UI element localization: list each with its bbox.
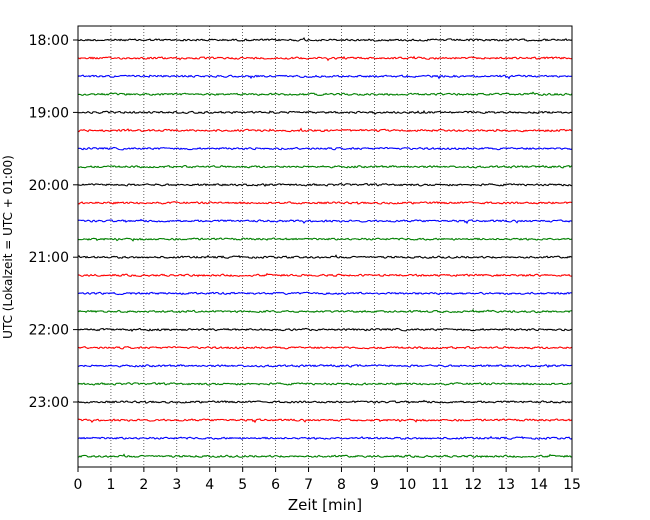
seismic-trace xyxy=(77,218,573,225)
seismic-trace xyxy=(77,37,573,42)
x-tick-label: 13 xyxy=(497,477,515,493)
y-axis-label: UTC (Lokalzeit = UTC + 01:00) xyxy=(1,155,15,339)
x-tick-label: 3 xyxy=(172,477,181,493)
y-tick-label: 19:00 xyxy=(29,105,69,121)
seismic-trace xyxy=(77,272,573,278)
x-axis-label: Zeit [min] xyxy=(288,496,362,514)
y-tick-label: 18:00 xyxy=(29,33,69,49)
x-tick-label: 0 xyxy=(74,477,83,493)
x-tick-label: 8 xyxy=(337,477,346,493)
x-tick-label: 2 xyxy=(139,477,148,493)
seismic-trace xyxy=(77,146,573,151)
x-tick-label: 15 xyxy=(563,477,581,493)
seismic-trace xyxy=(77,399,573,404)
y-tick-label: 20:00 xyxy=(29,178,69,194)
seismic-trace xyxy=(77,127,573,133)
seismic-trace xyxy=(77,418,573,424)
y-tick-label: 23:00 xyxy=(29,395,69,411)
seismic-trace xyxy=(77,345,573,350)
y-tick-label: 22:00 xyxy=(29,323,69,339)
seismic-trace xyxy=(77,109,573,115)
seismic-trace xyxy=(77,435,573,440)
x-tick-label: 14 xyxy=(530,477,548,493)
seismic-trace xyxy=(77,237,573,242)
seismic-trace xyxy=(77,74,573,80)
seismic-traces xyxy=(77,37,573,459)
seismic-trace xyxy=(77,291,573,296)
seismic-trace xyxy=(77,364,573,369)
plot-frame xyxy=(77,25,573,468)
seismic-trace xyxy=(77,327,573,333)
y-tick-label: 21:00 xyxy=(29,250,69,266)
x-tick-label: 6 xyxy=(271,477,280,493)
x-tick-label: 1 xyxy=(106,477,115,493)
seismic-trace xyxy=(77,201,573,205)
seismic-trace xyxy=(77,382,573,386)
seismic-trace xyxy=(77,254,573,259)
x-tick-label: 5 xyxy=(238,477,247,493)
x-tick-label: 10 xyxy=(398,477,416,493)
x-tick-label: 9 xyxy=(370,477,379,493)
x-tick-label: 11 xyxy=(431,477,449,493)
x-tick-label: 7 xyxy=(304,477,313,493)
seismic-trace xyxy=(77,55,573,62)
x-tick-label: 4 xyxy=(205,477,214,493)
y-axis-ticks: 18:00 19:00 20:00 21:00 22:00 23:00 xyxy=(29,33,78,411)
seismic-trace xyxy=(77,308,573,314)
x-tick-label: 12 xyxy=(464,477,482,493)
seismic-trace xyxy=(77,453,573,459)
seismic-trace xyxy=(77,164,573,169)
x-axis-ticks: 0 1 2 3 4 5 6 7 8 9 10 11 12 13 14 15 xyxy=(74,467,581,493)
seismic-trace xyxy=(77,183,573,188)
grid-lines xyxy=(110,26,540,467)
seismic-trace xyxy=(77,91,573,97)
